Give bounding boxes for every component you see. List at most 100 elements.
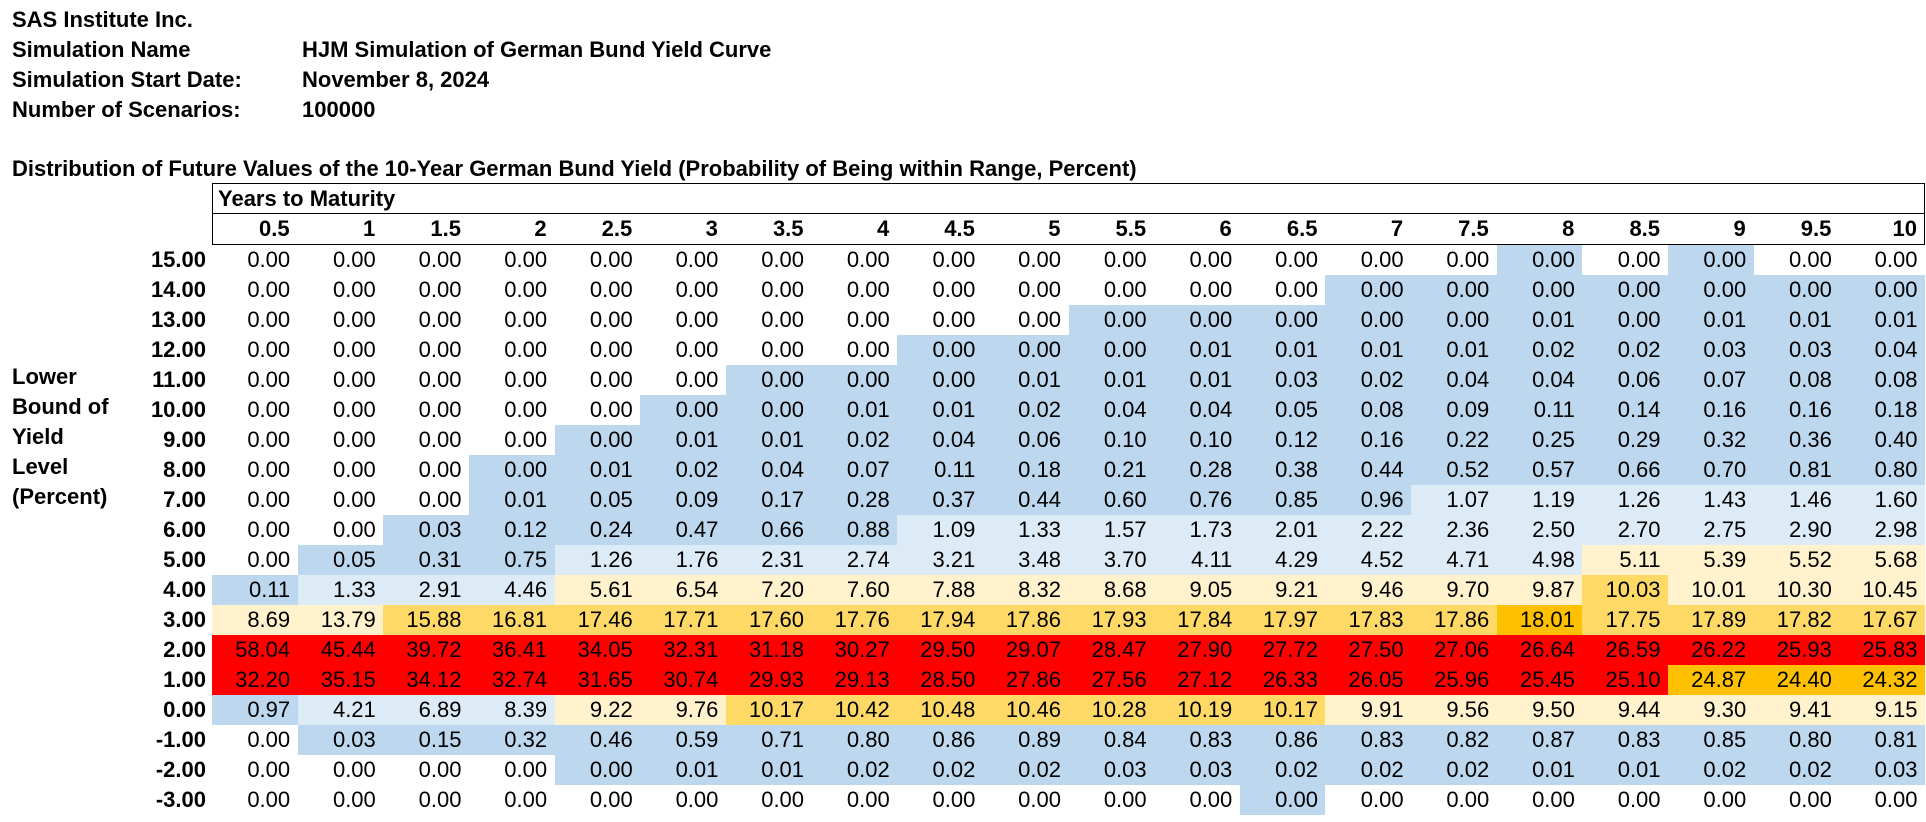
- probability-cell: 10.03: [1582, 575, 1669, 605]
- probability-cell: 0.00: [640, 395, 727, 425]
- maturity-label: 0.5: [259, 216, 290, 241]
- probability-cell: 2.98: [1839, 515, 1926, 545]
- probability-cell: 0.86: [897, 725, 984, 755]
- probability-cell: 0.00: [297, 515, 384, 545]
- probability-cell: 0.00: [1154, 275, 1241, 305]
- probability-cell: 27.12: [1154, 665, 1241, 695]
- probability-cell: 0.10: [1154, 425, 1241, 455]
- company-label: SAS Institute Inc.: [12, 7, 193, 32]
- row-lower-bound: -1.00: [155, 727, 206, 752]
- probability-cell: 9.41: [1753, 695, 1840, 725]
- probability-cell: 0.00: [468, 365, 556, 395]
- probability-cell: 0.04: [1411, 365, 1498, 395]
- probability-cell: 2.74: [811, 545, 898, 575]
- probability-cell: 25.10: [1582, 665, 1669, 695]
- probability-cell: 0.21: [1068, 455, 1155, 485]
- probability-cell: 2.50: [1496, 515, 1583, 545]
- probability-cell: 0.01: [1668, 305, 1755, 335]
- probability-cell: 0.00: [982, 245, 1069, 275]
- probability-cell: 1.73: [1154, 515, 1241, 545]
- probability-cell: 9.87: [1496, 575, 1583, 605]
- probability-cell: 0.00: [212, 455, 299, 485]
- probability-cell: 0.00: [297, 785, 384, 815]
- probability-cell: 9.05: [1154, 575, 1241, 605]
- probability-cell: 0.00: [1239, 785, 1326, 815]
- probability-cell: 0.18: [1839, 395, 1926, 425]
- probability-cell: 0.09: [640, 485, 727, 515]
- probability-cell: 0.00: [1582, 275, 1669, 305]
- probability-cell: 0.00: [1753, 245, 1840, 275]
- maturity-label: 9.5: [1800, 216, 1832, 241]
- row-lower-bound: 11.00: [152, 367, 206, 392]
- probability-cell: 0.00: [725, 335, 813, 365]
- probability-cell: 0.02: [811, 425, 898, 455]
- probability-cell: 4.52: [1325, 545, 1412, 575]
- probability-cell: 15.88: [383, 605, 470, 635]
- probability-cell: 0.01: [982, 365, 1069, 395]
- probability-cell: 0.00: [212, 395, 299, 425]
- probability-cell: 39.72: [383, 635, 470, 665]
- probability-cell: 29.07: [982, 635, 1069, 665]
- maturity-label: 1.5: [430, 216, 461, 241]
- probability-cell: 0.44: [1325, 455, 1412, 485]
- probability-cell: 0.00: [554, 305, 641, 335]
- probability-cell: 0.01: [897, 395, 984, 425]
- probability-cell: 17.97: [1239, 605, 1326, 635]
- probability-cell: 1.33: [297, 575, 384, 605]
- probability-cell: 0.00: [212, 755, 299, 785]
- maturity-label: 8: [1562, 216, 1575, 241]
- probability-cell: 0.00: [1325, 785, 1412, 815]
- probability-cell: 10.17: [1239, 695, 1326, 725]
- probability-cell: 0.00: [811, 275, 898, 305]
- probability-cell: 0.00: [468, 455, 556, 485]
- probability-cell: 0.81: [1839, 725, 1926, 755]
- probability-cell: 4.29: [1239, 545, 1326, 575]
- probability-cell: 0.85: [1239, 485, 1326, 515]
- probability-cell: 24.40: [1753, 665, 1840, 695]
- probability-cell: 1.19: [1496, 485, 1583, 515]
- probability-cell: 0.00: [811, 365, 898, 395]
- probability-cell: 0.01: [1239, 335, 1326, 365]
- probability-cell: 26.33: [1239, 665, 1326, 695]
- probability-cell: 7.60: [811, 575, 898, 605]
- probability-cell: 0.00: [982, 785, 1069, 815]
- probability-cell: 0.00: [212, 335, 299, 365]
- probability-cell: 10.30: [1753, 575, 1840, 605]
- probability-cell: 0.00: [1668, 275, 1755, 305]
- probability-cell: 27.86: [982, 665, 1069, 695]
- probability-cell: 0.00: [297, 755, 384, 785]
- probability-cell: 0.03: [297, 725, 384, 755]
- probability-cell: 0.01: [811, 395, 898, 425]
- probability-cell: 0.00: [554, 365, 641, 395]
- probability-cell: 0.81: [1753, 455, 1840, 485]
- probability-cell: 0.16: [1753, 395, 1840, 425]
- probability-cell: 0.04: [1068, 395, 1155, 425]
- probability-cell: 0.00: [897, 365, 984, 395]
- probability-cell: 0.00: [554, 395, 641, 425]
- probability-cell: 0.00: [383, 485, 470, 515]
- probability-cell: 9.56: [1411, 695, 1498, 725]
- probability-cell: 0.59: [640, 725, 727, 755]
- probability-cell: 24.32: [1839, 665, 1926, 695]
- probability-cell: 0.00: [468, 335, 556, 365]
- probability-cell: 0.46: [554, 725, 641, 755]
- probability-cell: 1.43: [1668, 485, 1755, 515]
- probability-cell: 0.16: [1668, 395, 1755, 425]
- probability-cell: 0.11: [897, 455, 984, 485]
- y-axis-label-line: Yield: [12, 424, 64, 449]
- probability-cell: 1.33: [982, 515, 1069, 545]
- probability-cell: 0.02: [811, 755, 898, 785]
- probability-cell: 0.01: [1154, 365, 1241, 395]
- probability-cell: 8.69: [212, 605, 299, 635]
- probability-cell: 0.00: [297, 305, 384, 335]
- probability-cell: 17.60: [725, 605, 813, 635]
- probability-cell: 0.00: [383, 755, 470, 785]
- probability-cell: 6.54: [640, 575, 727, 605]
- probability-cell: 17.82: [1753, 605, 1840, 635]
- maturity-label: 4: [876, 216, 890, 241]
- probability-cell: 0.02: [982, 755, 1069, 785]
- probability-cell: 0.89: [982, 725, 1069, 755]
- probability-cell: 0.00: [982, 275, 1069, 305]
- probability-cell: 0.04: [1154, 395, 1241, 425]
- probability-cell: 3.21: [897, 545, 984, 575]
